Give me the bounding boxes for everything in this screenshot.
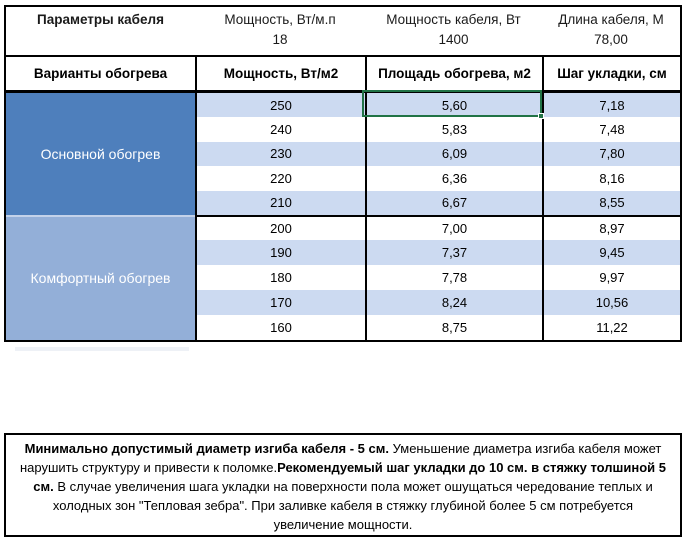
cell-step[interactable]: 7,18 — [542, 93, 680, 118]
category-cell-main-heating[interactable]: Основной обогрев — [6, 93, 195, 215]
cell-area[interactable]: 7,00 — [365, 214, 542, 240]
param-label-power-per-m: Мощность, Вт/м.п — [224, 12, 336, 27]
header-step[interactable]: Шаг укладки, см — [542, 57, 680, 90]
param-cell-cable-length[interactable]: Длина кабеля, М 78,00 — [542, 7, 680, 55]
cell-power[interactable]: 220 — [195, 166, 365, 191]
category-cell-comfort-heating[interactable]: Комфортный обогрев — [6, 214, 195, 340]
cell-power[interactable]: 190 — [195, 239, 365, 265]
cell-power[interactable]: 230 — [195, 141, 365, 167]
cell-area[interactable]: 6,09 — [365, 141, 542, 167]
cell-area[interactable]: 7,78 — [365, 264, 542, 290]
note-bold-min-bend-diameter: Минимально допустимый диаметр изгиба каб… — [24, 441, 389, 456]
param-value-power-per-m: 18 — [272, 32, 288, 47]
table-header-row: Варианты обогрева Мощность, Вт/м2 Площад… — [6, 55, 680, 93]
note-box[interactable]: Минимально допустимый диаметр изгиба каб… — [4, 433, 682, 537]
section-comfort-heating: Комфортный обогрев 200 7,00 8,97 190 7,3… — [6, 214, 680, 340]
cell-power[interactable]: 210 — [195, 190, 365, 215]
note-text-structure-damage: Уменьшение диаметра изгиба кабеля может … — [19, 441, 662, 475]
param-cell-cable-power[interactable]: Мощность кабеля, Вт 1400 — [365, 7, 542, 55]
note-text-thermal-zebra: В случае увеличения шага укладки на пове… — [52, 479, 653, 532]
cell-area[interactable]: 7,37 — [365, 239, 542, 265]
cell-step[interactable]: 7,48 — [542, 117, 680, 142]
cell-area[interactable]: 5,83 — [365, 117, 542, 142]
header-variants[interactable]: Варианты обогрева — [33, 66, 168, 81]
cell-power[interactable]: 240 — [195, 117, 365, 142]
header-power[interactable]: Мощность, Вт/м2 — [195, 57, 365, 90]
cell-step[interactable]: 9,45 — [542, 239, 680, 265]
param-value-cable-power: 1400 — [438, 32, 469, 47]
cell-power[interactable]: 160 — [195, 314, 365, 340]
cell-area[interactable]: 6,67 — [365, 190, 542, 215]
header-area[interactable]: Площадь обогрева, м2 — [365, 57, 542, 90]
cell-step[interactable]: 8,97 — [542, 214, 680, 240]
cell-step[interactable]: 10,56 — [542, 289, 680, 315]
cell-step[interactable]: 9,97 — [542, 264, 680, 290]
param-value-cable-length: 78,00 — [594, 32, 628, 47]
params-title: Параметры кабеля — [37, 12, 164, 27]
row-remnant — [15, 347, 189, 351]
note-bold-recommended-step: Рекомендуемый шаг укладки до 10 см. в ст… — [33, 460, 666, 494]
cable-params-block: Параметры кабеля Мощность, Вт/м.п 18 Мощ… — [6, 7, 680, 55]
cell-power[interactable]: 200 — [195, 214, 365, 240]
param-label-cable-power: Мощность кабеля, Вт — [386, 12, 521, 27]
cell-power[interactable]: 250 — [195, 93, 365, 118]
cell-power[interactable]: 170 — [195, 289, 365, 315]
cell-power[interactable]: 180 — [195, 264, 365, 290]
cell-step[interactable]: 8,55 — [542, 190, 680, 215]
param-label-cable-length: Длина кабеля, М — [558, 12, 664, 27]
cell-step[interactable]: 7,80 — [542, 141, 680, 167]
param-cell-power-per-m[interactable]: Мощность, Вт/м.п 18 — [195, 7, 365, 55]
cell-step[interactable]: 8,16 — [542, 166, 680, 191]
section-main-heating: Основной обогрев 250 5,60 7,18 240 5,83 … — [6, 93, 680, 215]
cell-area[interactable]: 8,75 — [365, 314, 542, 340]
cell-step[interactable]: 11,22 — [542, 314, 680, 340]
heating-cable-table: Параметры кабеля Мощность, Вт/м.п 18 Мощ… — [4, 5, 682, 342]
cell-area[interactable]: 8,24 — [365, 289, 542, 315]
cell-area-selected[interactable]: 5,60 — [365, 93, 542, 118]
cell-area[interactable]: 6,36 — [365, 166, 542, 191]
params-title-cell[interactable]: Параметры кабеля — [6, 7, 195, 55]
